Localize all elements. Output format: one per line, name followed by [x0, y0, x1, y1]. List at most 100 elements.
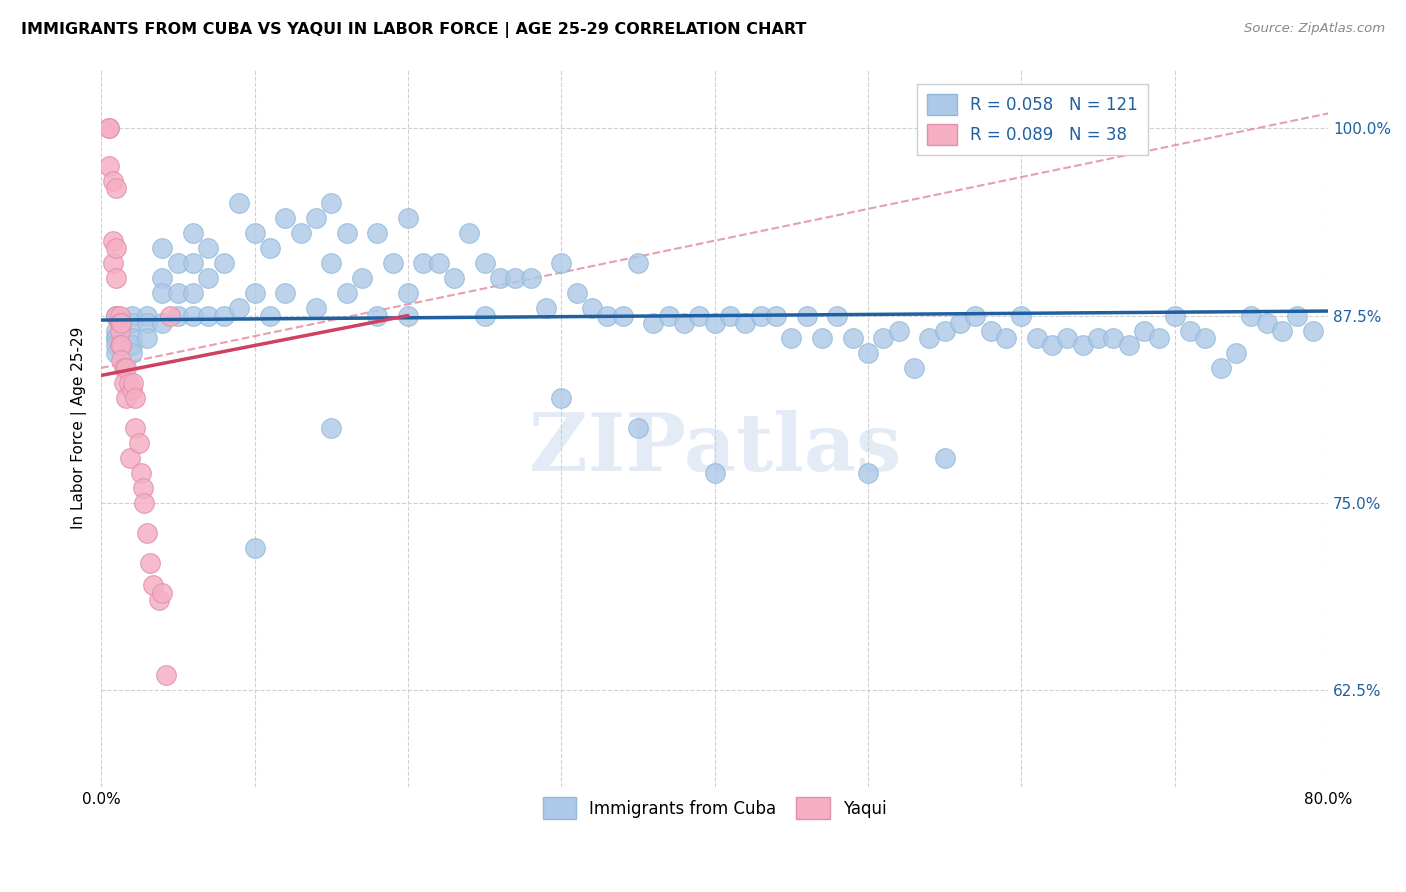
Point — [274, 211, 297, 226]
Point — [152, 271, 174, 285]
Point — [105, 324, 128, 338]
Point — [1271, 324, 1294, 338]
Point — [105, 338, 128, 352]
Point — [136, 309, 159, 323]
Point — [321, 421, 343, 435]
Point — [305, 211, 328, 226]
Point — [124, 421, 146, 435]
Point — [1194, 331, 1216, 345]
Point — [181, 286, 204, 301]
Point — [136, 316, 159, 330]
Point — [1087, 331, 1109, 345]
Point — [114, 391, 136, 405]
Point — [118, 376, 141, 390]
Point — [152, 241, 174, 255]
Point — [243, 541, 266, 555]
Text: ZIPatlas: ZIPatlas — [529, 410, 901, 489]
Point — [1302, 324, 1324, 338]
Point — [1256, 316, 1278, 330]
Point — [1025, 331, 1047, 345]
Point — [458, 226, 481, 240]
Point — [112, 361, 135, 376]
Point — [105, 241, 128, 255]
Point — [105, 346, 128, 360]
Point — [443, 271, 465, 285]
Point — [350, 271, 373, 285]
Point — [627, 421, 650, 435]
Point — [103, 174, 125, 188]
Legend: Immigrants from Cuba, Yaqui: Immigrants from Cuba, Yaqui — [536, 791, 893, 826]
Point — [152, 316, 174, 330]
Point — [121, 316, 143, 330]
Point — [321, 196, 343, 211]
Point — [136, 331, 159, 345]
Text: IMMIGRANTS FROM CUBA VS YAQUI IN LABOR FORCE | AGE 25-29 CORRELATION CHART: IMMIGRANTS FROM CUBA VS YAQUI IN LABOR F… — [21, 22, 807, 38]
Point — [1149, 331, 1171, 345]
Point — [128, 435, 150, 450]
Point — [1133, 324, 1156, 338]
Point — [534, 301, 557, 315]
Point — [827, 309, 849, 323]
Point — [1286, 309, 1309, 323]
Point — [1010, 309, 1032, 323]
Point — [139, 556, 162, 570]
Point — [1056, 331, 1078, 345]
Point — [290, 226, 312, 240]
Text: Source: ZipAtlas.com: Source: ZipAtlas.com — [1244, 22, 1385, 36]
Point — [97, 121, 120, 136]
Point — [1102, 331, 1125, 345]
Point — [780, 331, 803, 345]
Point — [396, 286, 419, 301]
Point — [197, 309, 219, 323]
Point — [474, 256, 496, 270]
Point — [243, 286, 266, 301]
Point — [105, 309, 128, 323]
Point — [120, 450, 142, 465]
Point — [136, 525, 159, 540]
Point — [152, 585, 174, 599]
Point — [550, 256, 572, 270]
Point — [155, 668, 177, 682]
Point — [1040, 338, 1063, 352]
Point — [703, 316, 725, 330]
Point — [159, 309, 181, 323]
Point — [110, 316, 132, 330]
Point — [152, 286, 174, 301]
Point — [108, 316, 131, 330]
Point — [121, 331, 143, 345]
Point — [596, 309, 619, 323]
Point — [427, 256, 450, 270]
Point — [1178, 324, 1201, 338]
Point — [97, 121, 120, 136]
Point — [197, 271, 219, 285]
Point — [718, 309, 741, 323]
Point — [228, 196, 250, 211]
Point — [197, 241, 219, 255]
Point — [335, 226, 357, 240]
Point — [148, 593, 170, 607]
Point — [749, 309, 772, 323]
Point — [856, 346, 879, 360]
Point — [166, 309, 188, 323]
Point — [108, 338, 131, 352]
Point — [396, 211, 419, 226]
Point — [503, 271, 526, 285]
Point — [105, 309, 128, 323]
Point — [105, 331, 128, 345]
Point — [1225, 346, 1247, 360]
Point — [872, 331, 894, 345]
Point — [703, 466, 725, 480]
Point — [335, 286, 357, 301]
Point — [811, 331, 834, 345]
Y-axis label: In Labor Force | Age 25-29: In Labor Force | Age 25-29 — [72, 326, 87, 529]
Point — [934, 324, 956, 338]
Point — [212, 256, 235, 270]
Point — [887, 324, 910, 338]
Point — [131, 481, 153, 495]
Point — [110, 338, 132, 352]
Point — [672, 316, 695, 330]
Point — [366, 226, 388, 240]
Point — [142, 578, 165, 592]
Point — [121, 338, 143, 352]
Point — [181, 256, 204, 270]
